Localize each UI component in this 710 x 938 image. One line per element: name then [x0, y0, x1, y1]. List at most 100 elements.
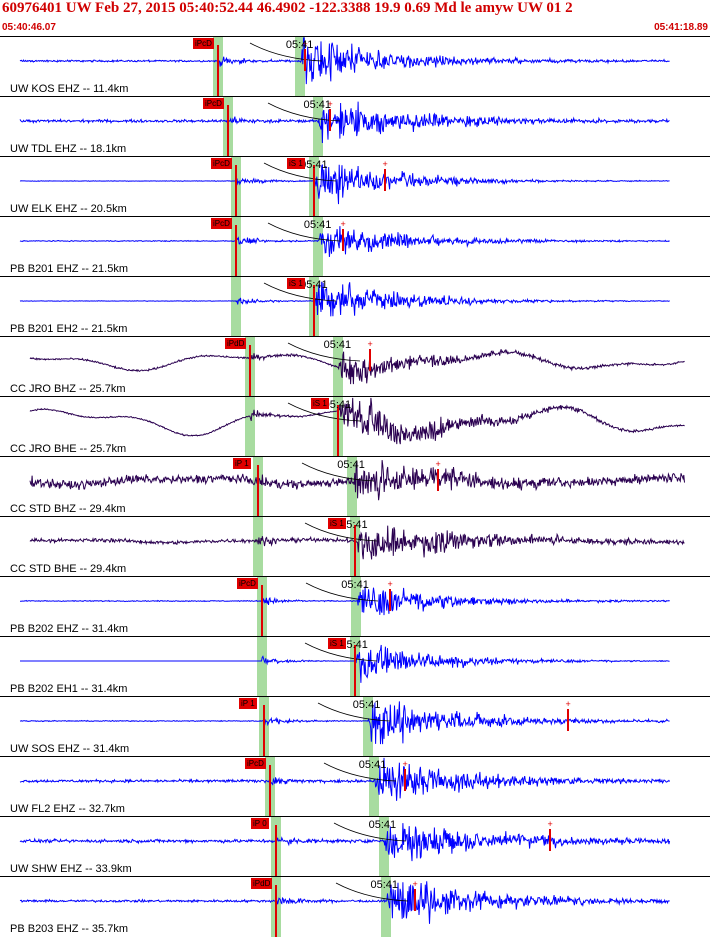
- trace-plot: [29, 397, 685, 457]
- waveform: [19, 757, 671, 801]
- waveform: [19, 164, 670, 205]
- arrival-curve: [287, 402, 361, 422]
- waveform: [19, 823, 671, 862]
- waveform: [29, 397, 685, 445]
- p-pick-flag[interactable]: iPcD: [211, 218, 232, 229]
- p-pick-flag[interactable]: iPcD: [203, 98, 224, 109]
- arrival-curve: [333, 822, 407, 842]
- waveform: [19, 881, 670, 924]
- trace-plot: +: [19, 37, 670, 97]
- trace-panel[interactable]: +05:41 iPdD CC JRO BHZ -- 25.7km: [0, 336, 710, 397]
- trace-panel[interactable]: +05:41 iPcD iS 1 UW ELK EHZ -- 20.5km: [0, 156, 710, 217]
- trace-panel[interactable]: +05:41 iPcD UW TDL EHZ -- 18.1km: [0, 96, 710, 157]
- trace-panel[interactable]: +05:41 iP 1 UW SOS EHZ -- 31.4km: [0, 696, 710, 757]
- window-start-time: 05:40:46.07: [2, 22, 56, 33]
- p-pick-flag[interactable]: iP 1: [239, 698, 257, 709]
- p-window: [253, 517, 263, 577]
- amplitude-marker-plus: +: [436, 459, 441, 469]
- s-window: [369, 757, 379, 817]
- amplitude-marker-plus: +: [383, 159, 388, 169]
- s-pick-flag[interactable]: iS 1: [287, 158, 305, 169]
- trace-plot: +: [19, 697, 670, 757]
- time-mark-label: 05:41: [340, 519, 368, 531]
- trace-panel[interactable]: 05:41 iS 1 PB B202 EH1 -- 31.4km: [0, 636, 710, 697]
- s-pick-flag[interactable]: iS 1: [328, 518, 346, 529]
- station-label: CC JRO BHZ -- 25.7km: [10, 383, 126, 395]
- s-window: [381, 877, 391, 937]
- arrival-curve: [304, 642, 378, 662]
- trace-panel[interactable]: 05:41 iS 1 PB B201 EH2 -- 21.5km: [0, 276, 710, 337]
- waveform: [29, 348, 685, 385]
- time-mark-label: 05:41: [352, 699, 381, 711]
- s-pick-flag[interactable]: iS 1: [311, 398, 329, 409]
- trace-plot: [19, 277, 670, 337]
- trace-panel[interactable]: +05:41 iPdD PB B203 EHZ -- 35.7km: [0, 876, 710, 937]
- p-window: [257, 637, 267, 697]
- time-mark-label: 05:41: [358, 759, 387, 771]
- time-mark-label: 05:41: [341, 579, 369, 591]
- waveform: [29, 525, 685, 560]
- trace-panel[interactable]: +05:41 iP 0 UW SHW EHZ -- 33.9km: [0, 816, 710, 877]
- p-pick-flag[interactable]: iPcD: [193, 38, 214, 49]
- s-window: [363, 697, 373, 757]
- trace-panel[interactable]: 05:41 iS 1 CC JRO BHE -- 25.7km: [0, 396, 710, 457]
- time-mark-label: 05:41: [370, 879, 399, 891]
- waveform: [19, 101, 670, 144]
- waveform: [29, 460, 685, 501]
- trace-plot: +: [19, 157, 670, 217]
- station-label: CC STD BHZ -- 29.4km: [10, 503, 126, 515]
- trace-plot: +: [19, 97, 670, 157]
- station-label: UW SOS EHZ -- 31.4km: [10, 743, 130, 755]
- s-window: [295, 37, 305, 97]
- p-pick-flag[interactable]: iP 0: [251, 818, 269, 829]
- p-pick-flag[interactable]: iP 1: [233, 458, 251, 469]
- arrival-curve: [317, 702, 391, 722]
- window-end-time: 05:41:18.89: [654, 22, 708, 33]
- trace-plot: [20, 637, 670, 697]
- waveform: [19, 701, 670, 745]
- p-pick-flag[interactable]: iPcD: [237, 578, 258, 589]
- amplitude-marker-plus: +: [403, 759, 408, 769]
- trace-plot: +: [19, 817, 671, 877]
- trace-panel[interactable]: +05:41 iP 1 CC STD BHZ -- 29.4km: [0, 456, 710, 517]
- waveform: [20, 644, 670, 683]
- time-mark-label: 05:41: [337, 459, 365, 471]
- arrival-curve: [267, 102, 341, 122]
- station-label: UW KOS EHZ -- 11.4km: [10, 83, 129, 95]
- trace-panel[interactable]: +05:41 iPcD PB B202 EHZ -- 31.4km: [0, 576, 710, 637]
- amplitude-marker-plus: +: [368, 339, 373, 349]
- trace-panel[interactable]: +05:41 iPcD UW FL2 EHZ -- 32.7km: [0, 756, 710, 817]
- p-pick-flag[interactable]: iPcD: [245, 758, 266, 769]
- trace-plot: +: [19, 217, 670, 277]
- arrival-curve: [249, 42, 323, 62]
- amplitude-marker-plus: +: [388, 579, 393, 589]
- trace-panel[interactable]: +05:41 iPcD UW KOS EHZ -- 11.4km: [0, 36, 710, 97]
- p-window: [231, 277, 241, 337]
- s-pick-flag[interactable]: iS 1: [328, 638, 346, 649]
- p-pick-flag[interactable]: iPdD: [225, 338, 247, 349]
- amplitude-marker-plus: +: [566, 699, 571, 709]
- waveform: [19, 226, 670, 258]
- s-window: [313, 97, 323, 157]
- amplitude-marker-plus: +: [548, 819, 553, 829]
- p-window: [245, 397, 255, 457]
- trace-plot: +: [19, 877, 670, 937]
- p-pick-flag[interactable]: iPcD: [211, 158, 232, 169]
- station-label: PB B201 EH2 -- 21.5km: [10, 323, 128, 335]
- p-pick-flag[interactable]: iPdD: [251, 878, 273, 889]
- station-label: PB B202 EHZ -- 31.4km: [10, 623, 128, 635]
- arrival-curve: [304, 522, 378, 542]
- trace-panel[interactable]: 05:41 iS 1 CC STD BHE -- 29.4km: [0, 516, 710, 577]
- arrival-curve: [323, 762, 397, 782]
- waveform: [20, 586, 670, 616]
- time-mark-label: 05:41: [323, 339, 352, 351]
- trace-plot: +: [29, 337, 685, 397]
- time-mark-label: 05:41: [300, 279, 328, 291]
- arrival-curve: [287, 342, 361, 362]
- time-mark-label: 05:41: [323, 399, 352, 411]
- station-label: CC JRO BHE -- 25.7km: [10, 443, 127, 455]
- s-window: [379, 817, 389, 877]
- trace-panel[interactable]: +05:41 iPcD PB B201 EHZ -- 21.5km: [0, 216, 710, 277]
- station-label: PB B202 EH1 -- 31.4km: [10, 683, 128, 695]
- s-pick-flag[interactable]: iS 1: [287, 278, 305, 289]
